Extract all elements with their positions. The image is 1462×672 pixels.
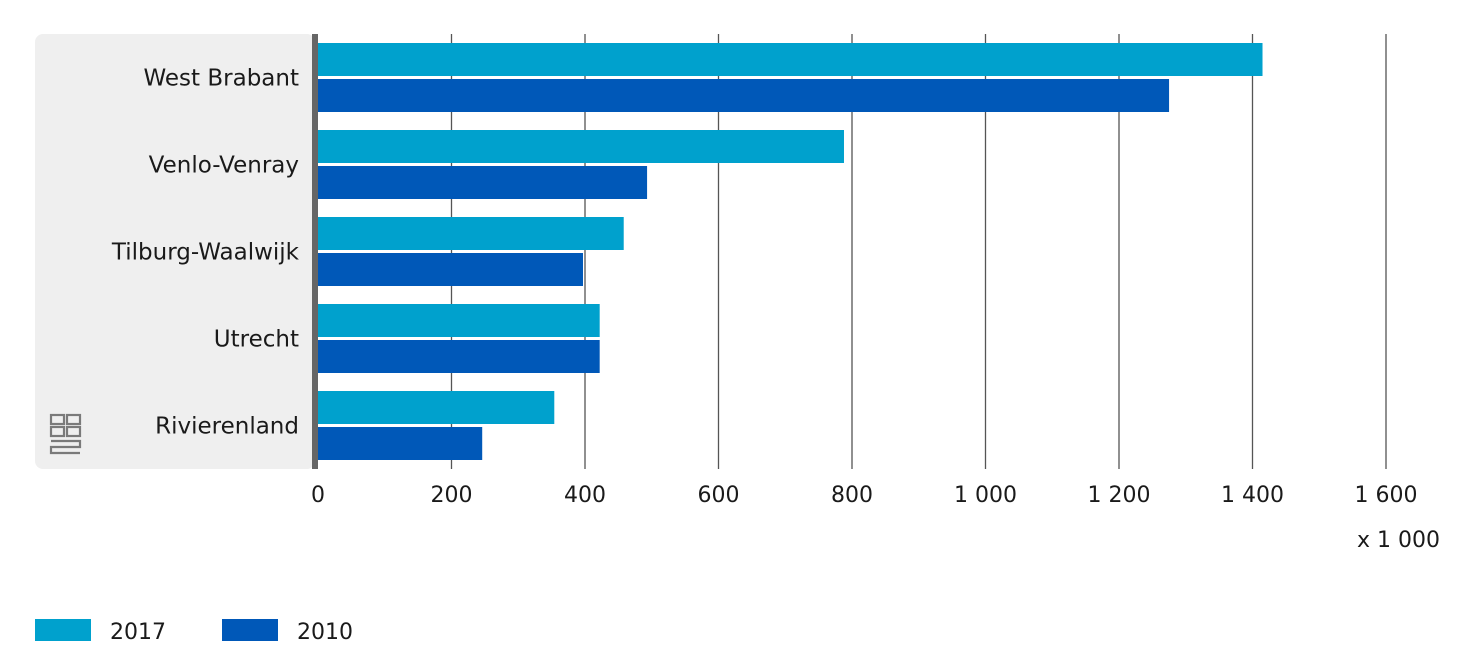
- bar-2017-0: [318, 43, 1263, 76]
- category-label-3: Utrecht: [214, 327, 299, 353]
- bar-2010-4: [318, 427, 483, 460]
- x-tick-label-6: 1 200: [1088, 483, 1151, 508]
- x-tick-label-0: 0: [311, 483, 325, 508]
- x-axis-unit-label: x 1 000: [1357, 528, 1440, 553]
- bar-2010-2: [318, 253, 583, 286]
- legend-label-2017: 2017: [110, 620, 166, 645]
- legend: 2017 2010: [35, 619, 353, 645]
- category-band: [35, 34, 315, 469]
- bar-2017-4: [318, 391, 555, 424]
- x-tick-label-4: 800: [831, 483, 873, 508]
- x-tick-label-8: 1 600: [1355, 483, 1418, 508]
- category-label-2: Tilburg-Waalwijk: [111, 240, 300, 266]
- bar-2010-0: [318, 79, 1170, 112]
- bar-2010-3: [318, 340, 600, 373]
- bar-2017-2: [318, 217, 624, 250]
- gridlines: [450, 34, 1387, 469]
- category-label-0: West Brabant: [144, 66, 299, 92]
- category-labels: West Brabant Venlo-Venray Tilburg-Waalwijk…: [111, 66, 300, 440]
- bars: [318, 43, 1263, 460]
- cbs-logo-icon: [49, 413, 82, 455]
- x-tick-labels: 0 200 400 600 800 1 000 1 200 1 400 1 600: [311, 483, 1417, 508]
- category-label-4: Rivierenland: [155, 414, 299, 440]
- legend-swatch-2010: [222, 619, 278, 641]
- bar-2017-1: [318, 130, 844, 163]
- legend-label-2010: 2010: [297, 620, 353, 645]
- legend-swatch-2017: [35, 619, 91, 641]
- x-tick-label-3: 600: [698, 483, 740, 508]
- bar-2010-1: [318, 166, 648, 199]
- bar-2017-3: [318, 304, 600, 337]
- x-tick-label-1: 200: [431, 483, 473, 508]
- x-tick-label-2: 400: [564, 483, 606, 508]
- y-axis-line: [312, 34, 318, 469]
- x-tick-label-7: 1 400: [1221, 483, 1284, 508]
- category-label-1: Venlo-Venray: [149, 153, 299, 179]
- x-tick-label-5: 1 000: [954, 483, 1017, 508]
